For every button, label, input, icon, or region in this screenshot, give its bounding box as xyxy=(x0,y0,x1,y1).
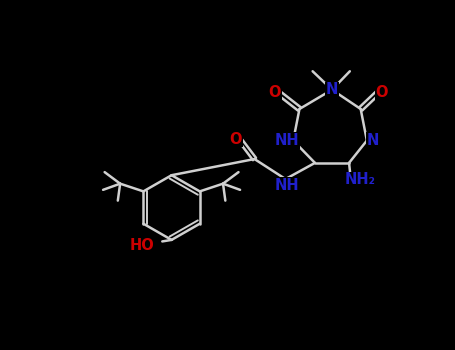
Text: HO: HO xyxy=(130,238,155,253)
Text: NH: NH xyxy=(275,178,299,193)
Text: O: O xyxy=(230,132,242,147)
Text: N: N xyxy=(367,133,379,148)
Text: O: O xyxy=(375,85,388,99)
Text: NH: NH xyxy=(275,133,299,148)
Text: N: N xyxy=(326,82,338,97)
Text: O: O xyxy=(268,85,281,99)
Text: NH₂: NH₂ xyxy=(344,172,375,187)
